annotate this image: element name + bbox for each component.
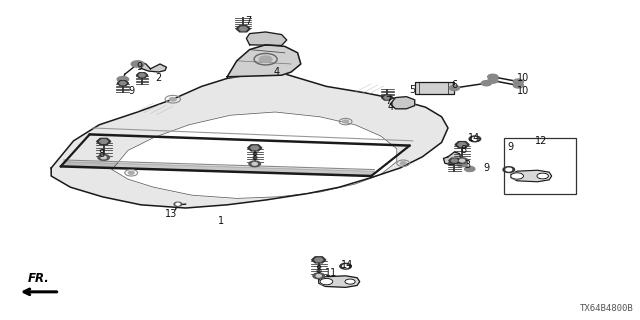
- Polygon shape: [451, 159, 458, 162]
- Text: 1: 1: [218, 216, 224, 226]
- Polygon shape: [444, 152, 461, 165]
- Circle shape: [340, 263, 351, 269]
- Polygon shape: [455, 141, 469, 148]
- Text: 5: 5: [410, 84, 416, 95]
- Polygon shape: [61, 162, 374, 176]
- Polygon shape: [97, 138, 111, 145]
- Circle shape: [488, 74, 498, 79]
- Circle shape: [449, 85, 460, 91]
- Circle shape: [456, 158, 468, 164]
- Circle shape: [128, 172, 134, 174]
- Polygon shape: [139, 74, 145, 77]
- Circle shape: [101, 156, 106, 159]
- Text: 3: 3: [464, 160, 470, 170]
- Circle shape: [176, 203, 180, 205]
- Polygon shape: [381, 95, 393, 100]
- Polygon shape: [314, 258, 323, 262]
- Circle shape: [513, 83, 524, 88]
- Text: 7: 7: [245, 16, 252, 26]
- Circle shape: [503, 167, 515, 172]
- Polygon shape: [390, 97, 415, 109]
- Text: 14: 14: [467, 132, 480, 143]
- Circle shape: [316, 275, 321, 277]
- Polygon shape: [51, 72, 448, 208]
- Circle shape: [465, 166, 475, 172]
- Circle shape: [456, 161, 468, 167]
- Polygon shape: [227, 45, 301, 77]
- Circle shape: [469, 136, 481, 142]
- Text: 12: 12: [534, 136, 547, 146]
- Text: 6: 6: [451, 80, 458, 90]
- Text: 8: 8: [460, 145, 467, 156]
- Text: 7: 7: [385, 96, 392, 106]
- Text: 2: 2: [156, 73, 162, 84]
- Circle shape: [313, 273, 324, 279]
- Text: 9: 9: [508, 142, 514, 152]
- Polygon shape: [99, 140, 108, 143]
- Text: 10: 10: [517, 86, 530, 96]
- Polygon shape: [312, 257, 326, 263]
- Polygon shape: [511, 170, 552, 182]
- Bar: [504, 138, 576, 194]
- Polygon shape: [458, 143, 467, 147]
- Circle shape: [320, 278, 333, 285]
- Circle shape: [252, 163, 257, 165]
- Polygon shape: [319, 276, 360, 287]
- Text: 8: 8: [251, 152, 257, 162]
- Circle shape: [345, 279, 355, 284]
- Text: 13: 13: [165, 209, 178, 220]
- Polygon shape: [250, 146, 259, 150]
- Text: 9: 9: [136, 62, 143, 72]
- Circle shape: [537, 173, 548, 179]
- Polygon shape: [112, 112, 397, 198]
- Polygon shape: [117, 81, 129, 86]
- Polygon shape: [384, 96, 390, 99]
- Text: TX64B4800B: TX64B4800B: [580, 304, 634, 313]
- Text: 8: 8: [316, 265, 322, 276]
- Bar: [415, 82, 454, 94]
- Text: 9: 9: [128, 86, 134, 96]
- Text: 4: 4: [273, 67, 280, 77]
- Polygon shape: [120, 82, 126, 85]
- Circle shape: [511, 173, 524, 179]
- Text: 14: 14: [341, 260, 354, 270]
- Circle shape: [343, 120, 349, 123]
- Polygon shape: [136, 73, 148, 78]
- Circle shape: [506, 168, 512, 171]
- Text: 10: 10: [517, 73, 530, 84]
- Polygon shape: [449, 158, 460, 163]
- Circle shape: [460, 159, 465, 162]
- Polygon shape: [248, 145, 262, 151]
- Text: 9: 9: [483, 163, 490, 173]
- Polygon shape: [236, 26, 250, 32]
- Circle shape: [488, 78, 498, 83]
- Circle shape: [472, 138, 477, 140]
- Polygon shape: [138, 61, 166, 72]
- Circle shape: [259, 56, 272, 62]
- Circle shape: [343, 265, 349, 268]
- Text: FR.: FR.: [28, 272, 49, 285]
- Circle shape: [513, 79, 524, 84]
- Text: 8: 8: [98, 148, 104, 159]
- Circle shape: [174, 202, 182, 206]
- Circle shape: [401, 162, 406, 164]
- Circle shape: [481, 81, 492, 86]
- Text: 4: 4: [387, 102, 394, 112]
- Polygon shape: [239, 27, 248, 31]
- Circle shape: [131, 61, 144, 67]
- Circle shape: [117, 76, 129, 82]
- Circle shape: [170, 98, 176, 101]
- Polygon shape: [246, 32, 287, 45]
- Circle shape: [98, 155, 109, 160]
- Text: 11: 11: [324, 268, 337, 278]
- Circle shape: [249, 161, 260, 167]
